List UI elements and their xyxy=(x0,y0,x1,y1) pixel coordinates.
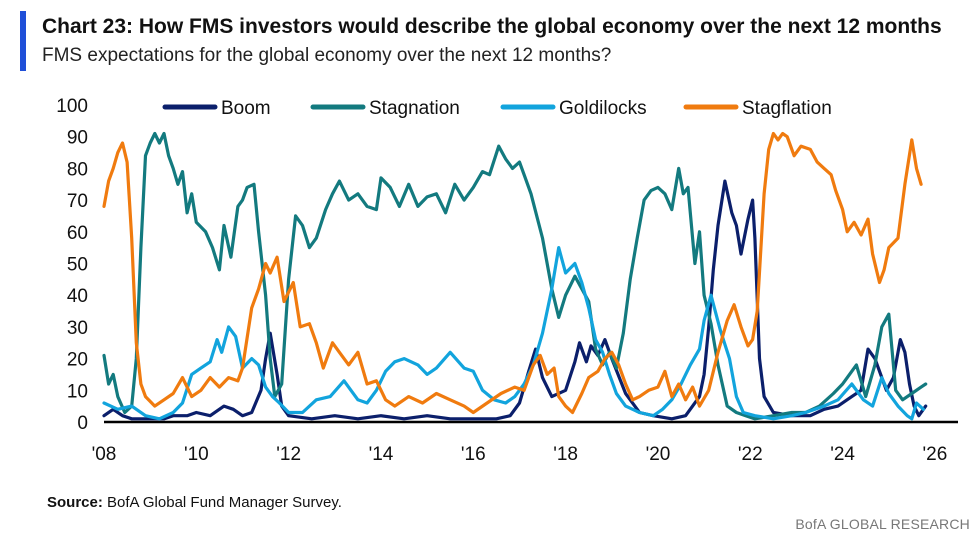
series-line-stagnation xyxy=(102,131,928,421)
series-line-goldilocks xyxy=(102,246,925,421)
y-tick-label: 20 xyxy=(67,350,88,371)
title-accent-bar xyxy=(20,11,26,71)
y-tick-label: 60 xyxy=(67,223,88,244)
x-tick-label: '08 xyxy=(92,444,117,465)
y-tick-label: 50 xyxy=(67,255,88,276)
x-tick-label: '24 xyxy=(830,444,855,465)
source-label: Source: xyxy=(47,494,103,511)
legend-label-boom: Boom xyxy=(221,98,271,119)
source-text: BofA Global Fund Manager Survey. xyxy=(102,494,342,511)
x-tick-label: '16 xyxy=(461,444,486,465)
series-line-boom xyxy=(102,179,928,421)
legend-label-goldilocks: Goldilocks xyxy=(559,98,647,119)
legend-label-stagnation: Stagnation xyxy=(369,98,460,119)
line-chart: 0 10 20 30 40 50 60 70 80 90 100 '08 '10 '12 '14 '16 '18… xyxy=(56,96,958,465)
y-tick-label: 40 xyxy=(67,286,88,307)
chart-subtitle: FMS expectations for the global economy … xyxy=(42,45,612,66)
source-note: Source: BofA Global Fund Manager Survey. xyxy=(47,494,342,511)
y-tick-label: 0 xyxy=(77,413,88,434)
y-tick-label: 70 xyxy=(67,191,88,212)
y-tick-label: 90 xyxy=(67,128,88,149)
x-tick-label: '20 xyxy=(646,444,671,465)
x-tick-label: '22 xyxy=(738,444,763,465)
y-tick-label: 100 xyxy=(56,96,88,117)
y-tick-label: 80 xyxy=(67,159,88,180)
x-tick-label: '18 xyxy=(553,444,578,465)
x-tick-label: '26 xyxy=(923,444,948,465)
x-tick-label: '10 xyxy=(184,444,209,465)
series-line-stagflation xyxy=(102,131,923,415)
y-tick-label: 30 xyxy=(67,318,88,339)
x-tick-label: '12 xyxy=(276,444,301,465)
x-tick-label: '14 xyxy=(369,444,394,465)
y-tick-label: 10 xyxy=(67,381,88,402)
legend-label-stagflation: Stagflation xyxy=(742,98,832,119)
chart-title: Chart 23: How FMS investors would descri… xyxy=(42,15,942,38)
brand-label: BofA GLOBAL RESEARCH xyxy=(795,516,970,532)
